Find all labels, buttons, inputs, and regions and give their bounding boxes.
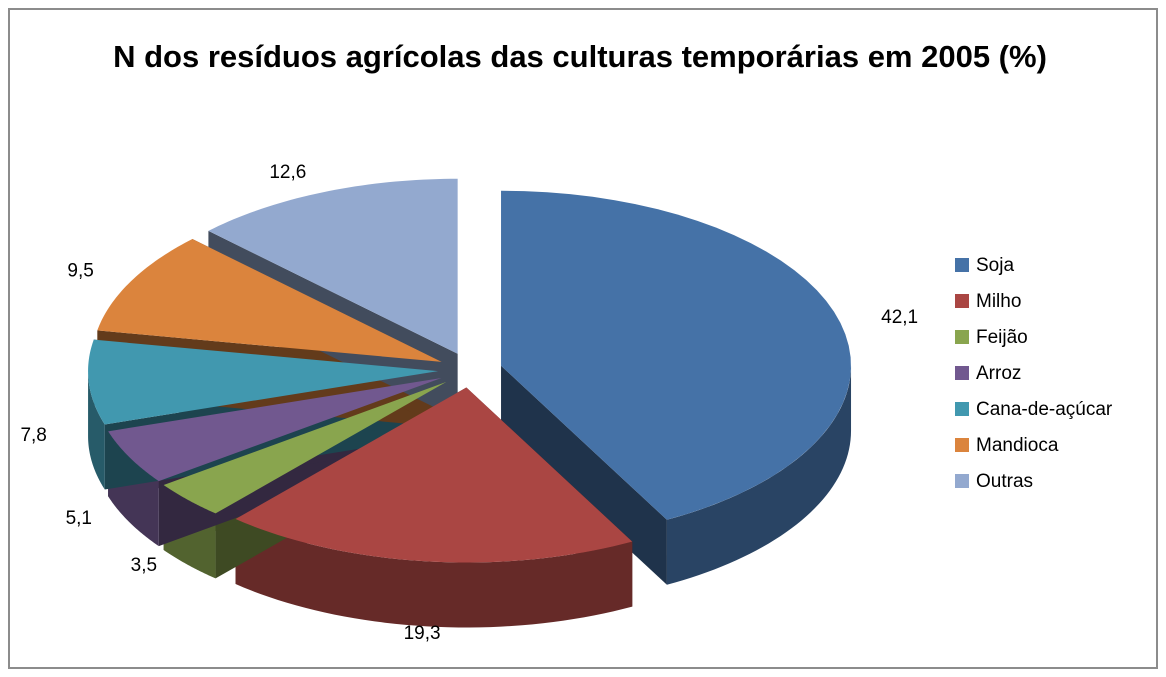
data-label: 12,6 xyxy=(269,162,306,183)
legend-label: Cana-de-açúcar xyxy=(976,399,1113,420)
legend-swatch xyxy=(955,330,969,344)
data-label: 7,8 xyxy=(20,425,46,446)
legend-swatch xyxy=(955,474,969,488)
data-label: 19,3 xyxy=(404,623,441,644)
data-label: 5,1 xyxy=(66,508,92,529)
legend-label: Mandioca xyxy=(976,435,1059,456)
legend-swatch xyxy=(955,258,969,272)
chart-title: N dos resíduos agrícolas das culturas te… xyxy=(113,39,1047,74)
slice-side xyxy=(235,519,633,628)
legend-label: Outras xyxy=(976,471,1033,492)
legend-swatch xyxy=(955,294,969,308)
slice xyxy=(88,339,439,425)
legend-label: Milho xyxy=(976,291,1021,312)
slice xyxy=(501,190,851,520)
slice xyxy=(97,239,442,362)
legend-label: Arroz xyxy=(976,363,1021,384)
slice xyxy=(108,377,442,482)
data-label: 3,5 xyxy=(131,555,157,576)
slice xyxy=(208,178,458,354)
legend-swatch xyxy=(955,366,969,380)
data-label: 9,5 xyxy=(67,260,93,281)
legend-label: Feijão xyxy=(976,327,1028,348)
slice xyxy=(163,381,447,514)
slice-side xyxy=(88,371,105,490)
legend-swatch xyxy=(955,402,969,416)
slice-side xyxy=(666,365,852,585)
slice xyxy=(235,387,633,563)
legend-label: Soja xyxy=(976,255,1014,276)
legend-swatch xyxy=(955,438,969,452)
slice-edge xyxy=(501,365,667,585)
data-label: 42,1 xyxy=(881,307,918,328)
